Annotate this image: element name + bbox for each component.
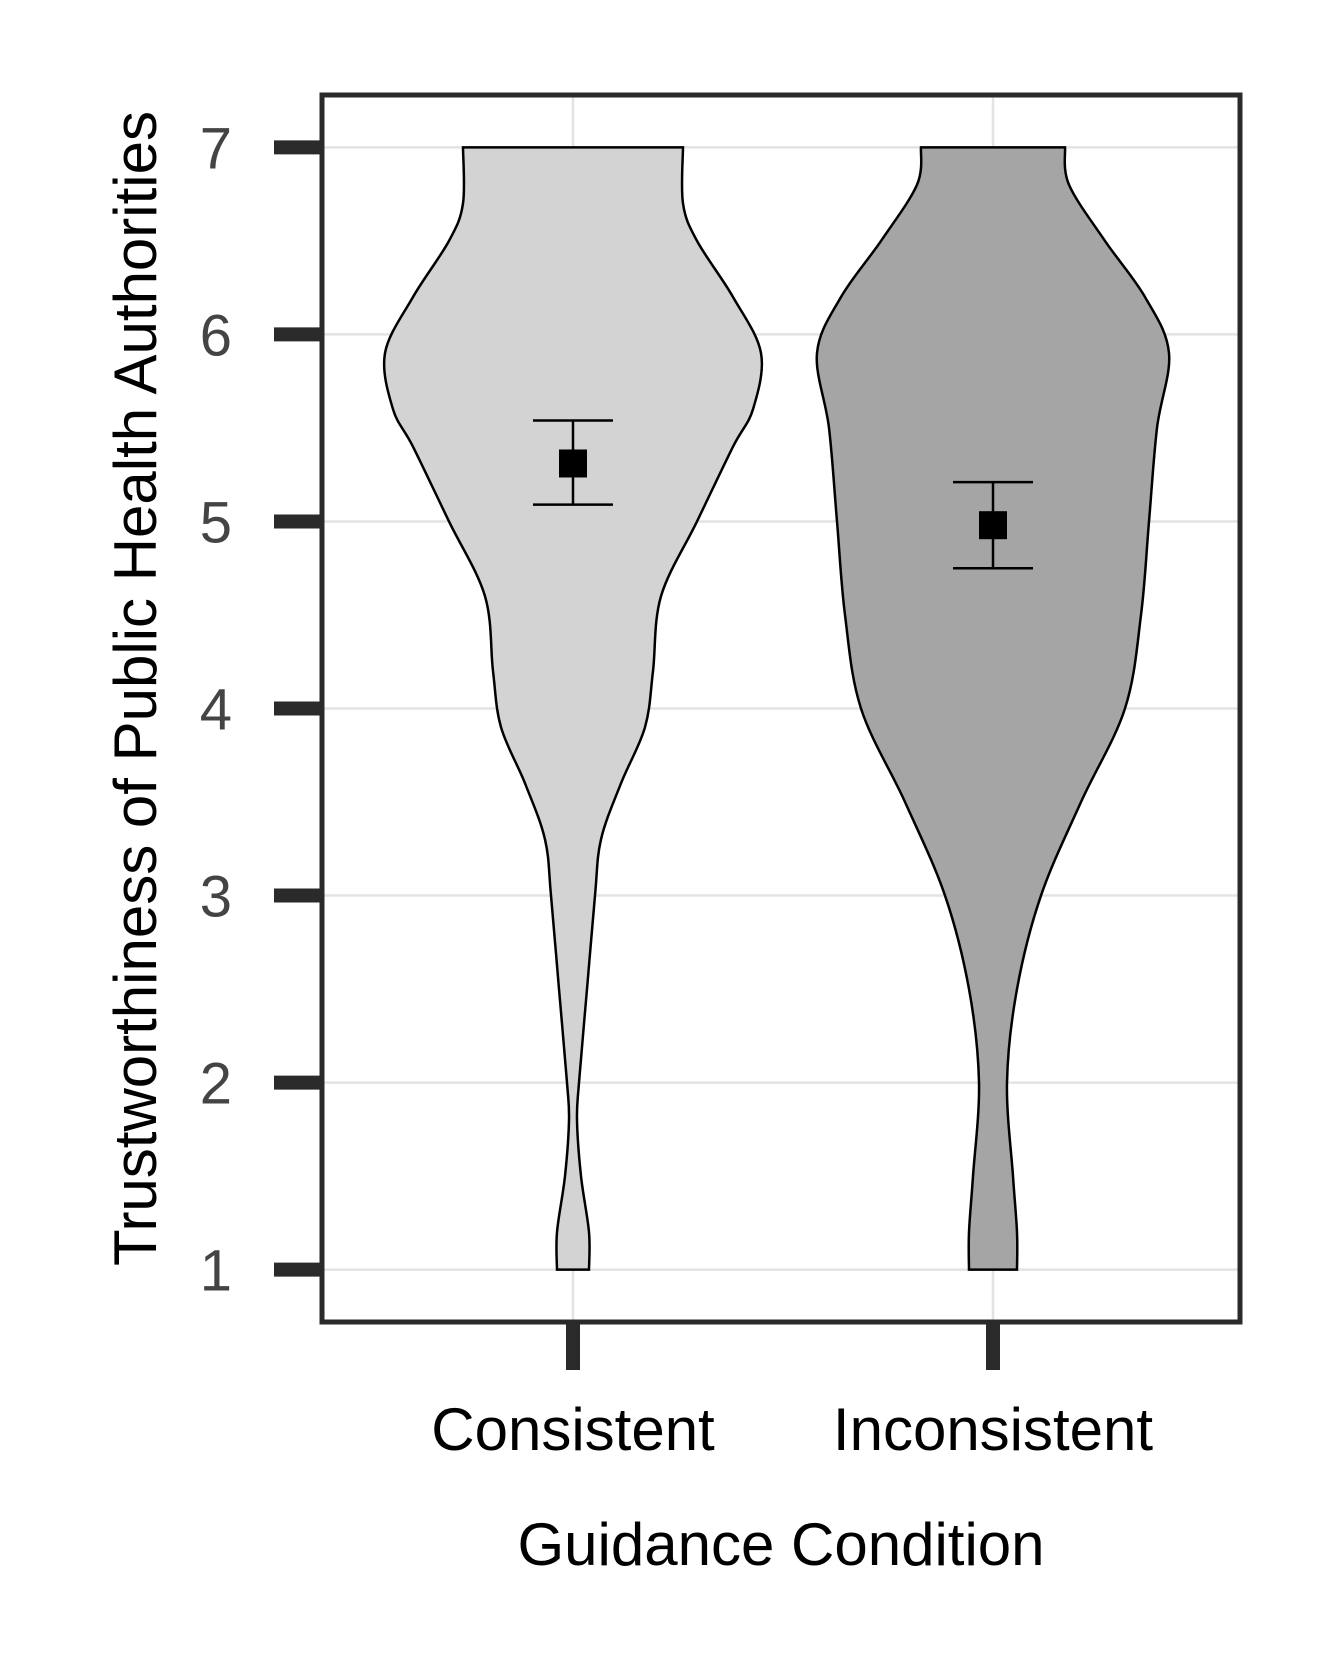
x-axis-title: Guidance Condition bbox=[517, 1511, 1044, 1578]
y-tick-label: 6 bbox=[200, 303, 232, 368]
violins bbox=[382, 146, 1171, 1271]
x-tick-label: Inconsistent bbox=[833, 1396, 1154, 1463]
y-tick-label: 1 bbox=[200, 1239, 232, 1304]
mean-point bbox=[559, 449, 587, 478]
y-tick-label: 4 bbox=[200, 678, 232, 743]
mean-point bbox=[979, 511, 1007, 540]
x-tick-label: Consistent bbox=[431, 1396, 715, 1463]
y-tick-label: 2 bbox=[200, 1052, 232, 1117]
y-tick-label: 5 bbox=[200, 490, 232, 555]
error-bars bbox=[533, 419, 1033, 570]
y-axis-title: Trustworthiness of Public Health Authori… bbox=[102, 111, 169, 1266]
y-tick-label: 7 bbox=[200, 116, 232, 181]
violin-inconsistent bbox=[815, 146, 1171, 1271]
x-axis: Consistent Inconsistent bbox=[431, 1322, 1153, 1463]
y-tick-label: 3 bbox=[200, 865, 232, 930]
y-axis: 1 2 3 4 5 6 7 bbox=[200, 116, 322, 1304]
violin-consistent bbox=[382, 146, 764, 1271]
